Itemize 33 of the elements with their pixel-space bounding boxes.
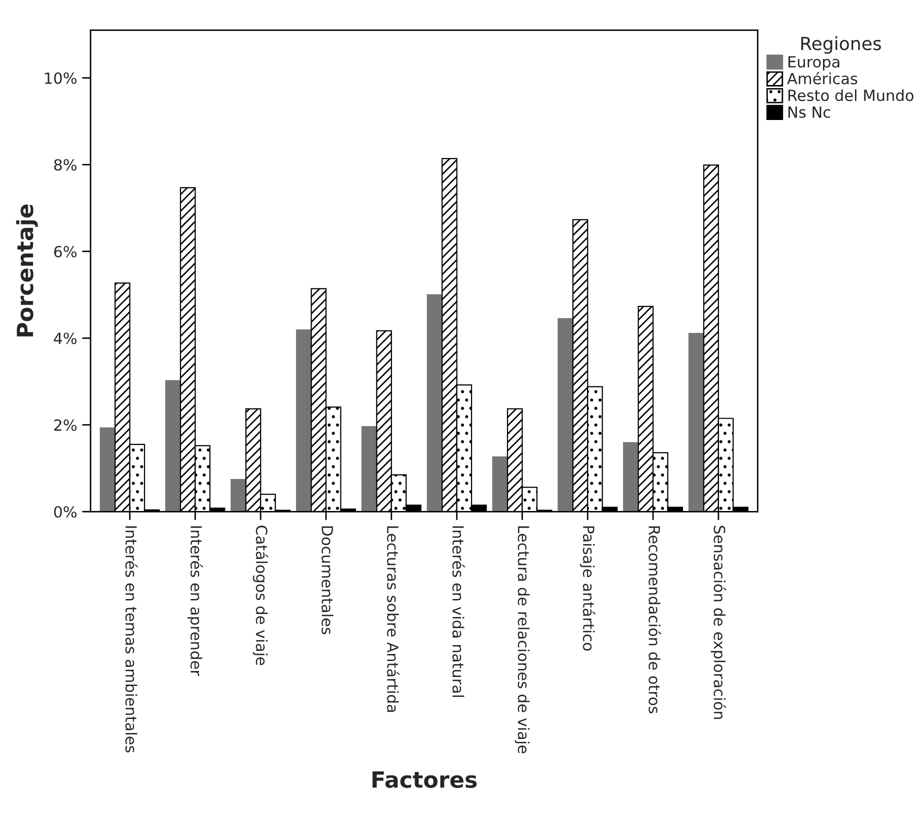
x-tick-label: Catálogos de viaje (252, 526, 268, 666)
y-tick-label: 0% (54, 506, 77, 518)
y-axis-title: Porcentaje (16, 204, 38, 336)
x-tick-label: Lectura de relaciones de viaje (514, 526, 530, 754)
legend-label: Europa (788, 56, 840, 71)
y-tick-label: 6% (54, 246, 77, 258)
x-tick-label: Sensación de exploración (710, 526, 726, 719)
x-axis-title: Factores (372, 771, 477, 788)
y-tick-label: 10% (45, 72, 77, 84)
x-tick-label: Interés en vida natural (452, 526, 465, 697)
bar (361, 426, 378, 512)
legend-label: Resto del Mundo (788, 89, 914, 102)
legend-label: Américas (787, 72, 858, 84)
bar (558, 318, 574, 512)
bar (100, 427, 116, 512)
y-tick-label: 8% (54, 159, 77, 171)
x-tick-label: Lecturas sobre Antártida (386, 526, 400, 712)
bar (426, 294, 443, 512)
bar (230, 478, 246, 512)
x-tick-label: Recomendación de otros (648, 526, 662, 714)
bar (688, 332, 704, 512)
bar (296, 329, 312, 512)
x-tick-label: Paisaje antártico (580, 526, 596, 651)
bar (623, 442, 639, 512)
x-tick-label: Documentales (322, 526, 334, 634)
x-tick-label: Interés en aprender (188, 526, 203, 676)
bar (165, 380, 182, 512)
y-tick-label: 2% (54, 419, 77, 431)
x-tick-label: Interés en temas ambientales (125, 526, 138, 752)
legend-title: Regiones (801, 36, 881, 54)
bar (492, 456, 508, 512)
y-tick-label: 4% (54, 332, 77, 344)
legend-label: Ns Nc (788, 106, 830, 118)
